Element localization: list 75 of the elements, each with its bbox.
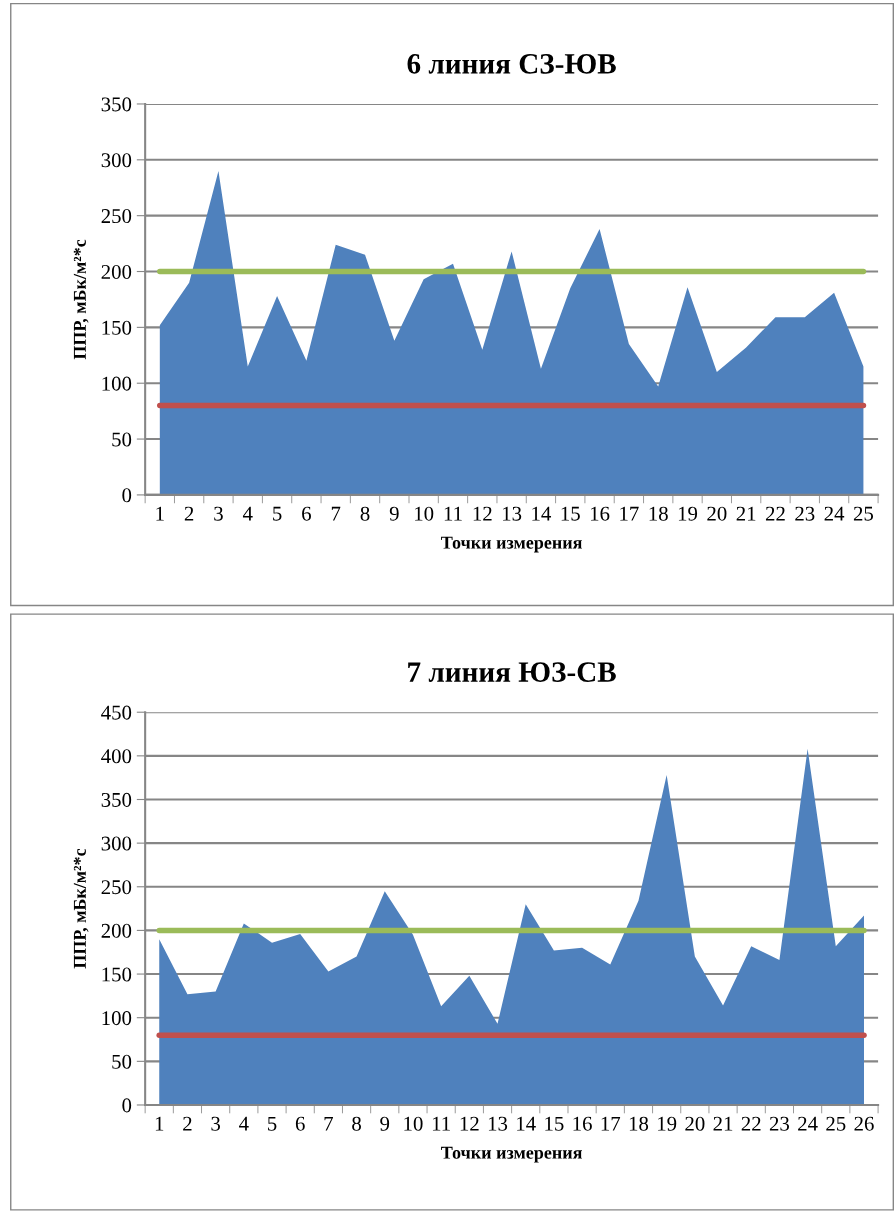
x-tick-label: 14 bbox=[532, 506, 552, 521]
x-tick-label: 17 bbox=[601, 1116, 621, 1131]
y-axis-title: ППР, мБк/м²*с bbox=[73, 848, 89, 969]
x-tick-label: 2 bbox=[183, 1116, 192, 1131]
x-tick-label: 5 bbox=[273, 506, 282, 521]
x-tick-label: 21 bbox=[736, 506, 756, 521]
x-tick-label: 5 bbox=[268, 1116, 277, 1131]
y-tick-label: 0 bbox=[122, 1098, 132, 1113]
chart-title: 7 линия ЮЗ-СВ bbox=[408, 662, 616, 682]
x-tick-label: 22 bbox=[741, 1116, 761, 1131]
x-tick-label: 25 bbox=[853, 506, 874, 521]
y-tick-label: 300 bbox=[101, 836, 132, 851]
x-tick-label: 6 bbox=[302, 506, 311, 521]
x-tick-label: 4 bbox=[239, 1116, 249, 1131]
x-tick-label: 26 bbox=[854, 1116, 874, 1131]
x-tick-label: 18 bbox=[629, 1116, 649, 1131]
y-tick-label: 50 bbox=[112, 1054, 132, 1069]
x-tick-label: 6 bbox=[295, 1116, 305, 1131]
y-tick-label: 450 bbox=[101, 705, 132, 720]
x-tick-label: 16 bbox=[590, 506, 610, 521]
x-tick-label: 10 bbox=[404, 1116, 423, 1131]
x-tick-label: 11 bbox=[432, 1116, 450, 1131]
x-tick-label: 15 bbox=[561, 506, 580, 521]
y-tick-label: 250 bbox=[101, 209, 132, 224]
y-tick-label: 400 bbox=[101, 749, 132, 764]
x-tick-label: 3 bbox=[211, 1116, 221, 1131]
y-tick-label: 250 bbox=[101, 880, 132, 895]
x-tick-label: 3 bbox=[214, 506, 223, 521]
x-tick-label: 15 bbox=[545, 1116, 564, 1131]
y-tick-label: 350 bbox=[101, 792, 132, 807]
y-tick-label: 0 bbox=[122, 488, 132, 503]
x-tick-label: 13 bbox=[488, 1116, 508, 1131]
x-tick-label: 10 bbox=[415, 506, 434, 521]
x-tick-label: 9 bbox=[389, 506, 399, 521]
x-tick-label: 7 bbox=[324, 1116, 333, 1131]
y-tick-label: 100 bbox=[102, 1011, 132, 1026]
y-tick-label: 100 bbox=[102, 376, 132, 391]
x-tick-label: 16 bbox=[573, 1116, 592, 1131]
x-axis-title: Точки измерения bbox=[441, 536, 582, 553]
chart-title: 6 линия СЗ-ЮВ bbox=[407, 54, 616, 74]
x-tick-label: 12 bbox=[473, 506, 492, 521]
x-tick-label: 25 bbox=[826, 1116, 846, 1131]
x-tick-label: 18 bbox=[649, 506, 668, 521]
x-tick-label: 4 bbox=[242, 506, 253, 521]
y-tick-label: 150 bbox=[102, 967, 132, 982]
y-axis-title: ППР, мБк/м²*с bbox=[73, 239, 89, 360]
x-tick-label: 2 bbox=[184, 506, 194, 521]
y-tick-label: 200 bbox=[101, 264, 132, 279]
y-tick-label: 300 bbox=[101, 153, 132, 168]
y-tick-label: 150 bbox=[102, 320, 132, 335]
x-tick-label: 1 bbox=[155, 1116, 164, 1131]
x-tick-label: 9 bbox=[380, 1116, 390, 1131]
x-tick-label: 23 bbox=[769, 1116, 790, 1131]
x-tick-label: 23 bbox=[795, 506, 815, 521]
x-tick-label: 22 bbox=[765, 506, 785, 521]
x-tick-label: 14 bbox=[517, 1116, 536, 1131]
y-tick-label: 200 bbox=[101, 923, 132, 938]
x-tick-label: 24 bbox=[798, 1116, 818, 1131]
x-tick-label: 19 bbox=[658, 1116, 677, 1131]
x-tick-label: 20 bbox=[685, 1116, 705, 1131]
x-tick-label: 19 bbox=[678, 506, 698, 521]
x-axis-title: Точки измерения bbox=[441, 1146, 582, 1163]
x-tick-label: 8 bbox=[360, 506, 370, 521]
y-tick-label: 50 bbox=[112, 432, 132, 447]
x-tick-label: 21 bbox=[713, 1116, 733, 1131]
x-tick-label: 8 bbox=[352, 1116, 361, 1131]
x-tick-label: 17 bbox=[620, 506, 639, 521]
y-tick-label: 350 bbox=[101, 97, 132, 112]
x-tick-label: 20 bbox=[707, 506, 727, 521]
x-tick-label: 1 bbox=[156, 506, 164, 521]
x-tick-label: 13 bbox=[503, 506, 522, 521]
x-tick-label: 24 bbox=[824, 506, 845, 521]
x-tick-label: 12 bbox=[460, 1116, 479, 1131]
x-tick-label: 11 bbox=[444, 506, 462, 521]
x-tick-label: 7 bbox=[331, 506, 341, 521]
